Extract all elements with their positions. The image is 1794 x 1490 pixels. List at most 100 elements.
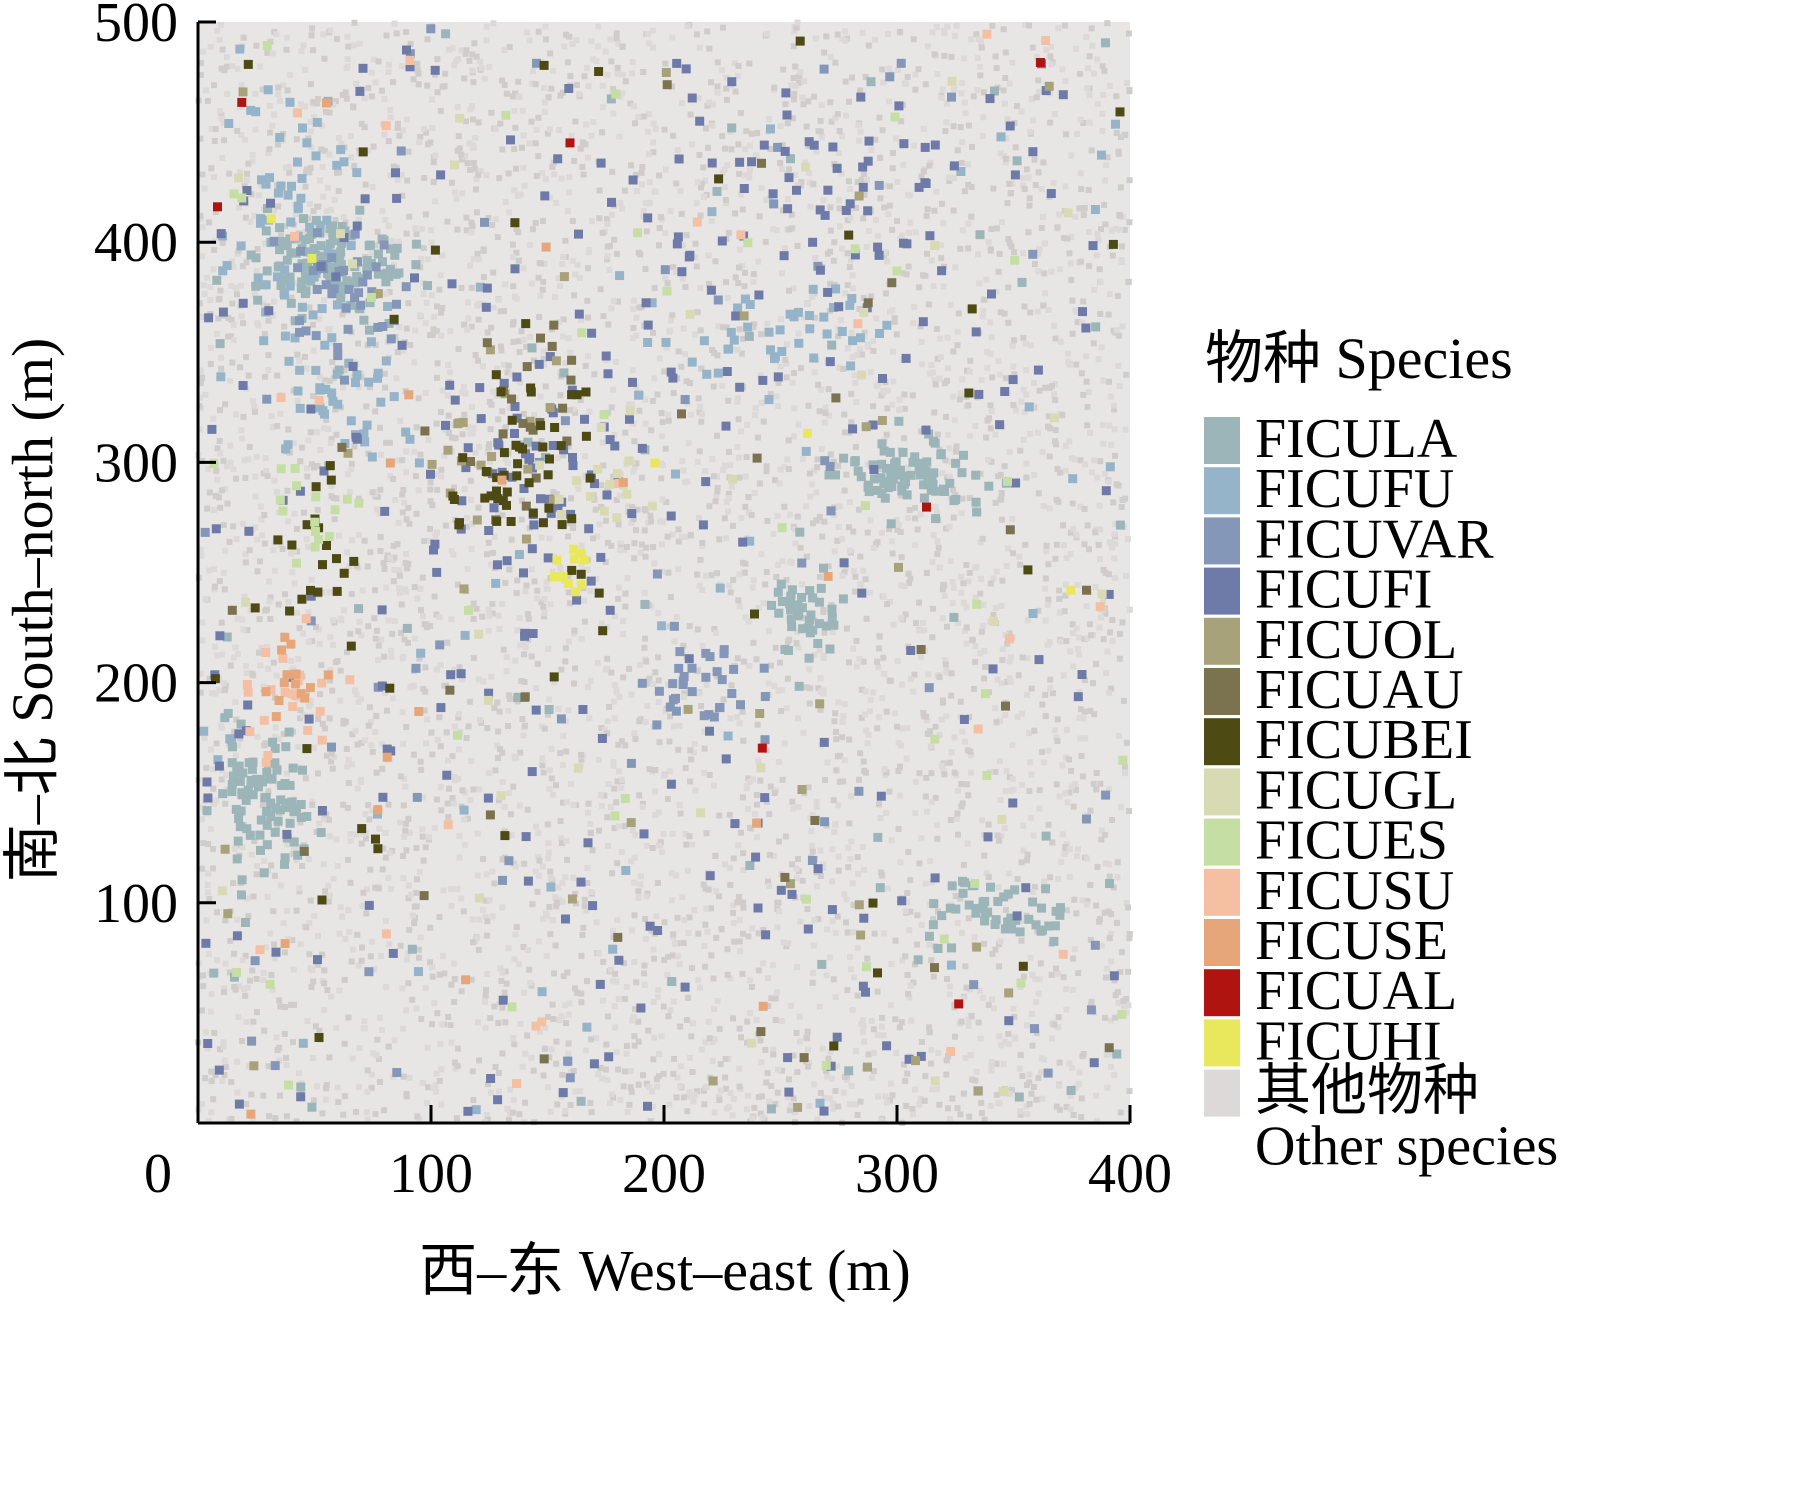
other-species-point xyxy=(248,1091,255,1098)
other-species-point xyxy=(795,856,801,862)
other-species-point xyxy=(721,145,728,152)
other-species-point xyxy=(874,1032,881,1038)
other-species-point xyxy=(337,667,344,674)
other-species-point xyxy=(980,994,986,1001)
other-species-point xyxy=(219,1077,226,1084)
other-species-point xyxy=(233,536,240,542)
other-species-point xyxy=(677,1023,684,1030)
other-species-point xyxy=(213,740,220,747)
other-species-point xyxy=(351,443,358,450)
other-species-point xyxy=(1023,460,1030,467)
other-species-point xyxy=(1014,103,1021,109)
other-species-point xyxy=(805,98,812,105)
other-species-point xyxy=(505,170,512,177)
other-species-point xyxy=(1110,499,1117,506)
other-species-point xyxy=(727,1090,734,1097)
other-species-point xyxy=(653,913,660,920)
other-species-point xyxy=(793,640,800,647)
other-species-point xyxy=(912,229,919,236)
other-species-point xyxy=(614,71,621,78)
other-species-point xyxy=(394,541,401,548)
other-species-point xyxy=(1018,398,1025,405)
other-species-point xyxy=(910,979,917,986)
other-species-point xyxy=(552,894,559,901)
other-species-point xyxy=(1052,727,1058,734)
other-species-point xyxy=(791,405,798,412)
other-species-point xyxy=(372,884,379,891)
other-species-point xyxy=(738,515,745,522)
other-species-point xyxy=(894,723,901,730)
other-species-point xyxy=(283,1062,290,1069)
other-species-point xyxy=(452,777,458,784)
other-species-point xyxy=(463,515,470,522)
other-species-point xyxy=(690,1020,696,1027)
other-species-point xyxy=(622,429,629,436)
other-species-point xyxy=(490,20,497,27)
other-species-point xyxy=(989,996,995,1003)
other-species-point xyxy=(924,250,930,257)
other-species-point xyxy=(884,601,890,608)
other-species-point xyxy=(353,1108,359,1115)
other-species-point xyxy=(854,992,861,999)
other-species-point xyxy=(1051,111,1058,117)
other-species-point xyxy=(1018,859,1025,866)
other-species-point xyxy=(354,931,361,938)
other-species-point xyxy=(695,690,702,697)
other-species-point xyxy=(583,121,589,128)
other-species-point xyxy=(760,960,767,967)
other-species-point xyxy=(1008,1086,1015,1093)
other-species-point xyxy=(977,575,984,582)
other-species-point xyxy=(627,100,634,107)
other-species-point xyxy=(332,406,339,413)
other-species-point xyxy=(1116,383,1123,390)
other-species-point xyxy=(375,1056,382,1062)
other-species-point xyxy=(584,880,591,886)
other-species-point xyxy=(522,588,529,595)
other-species-point xyxy=(420,125,427,132)
other-species-point xyxy=(622,742,629,749)
other-species-point xyxy=(305,856,312,863)
other-species-point xyxy=(448,616,455,623)
other-species-point xyxy=(327,677,333,684)
other-species-point xyxy=(869,1074,876,1081)
other-species-point xyxy=(512,90,519,97)
other-species-point xyxy=(777,122,784,129)
other-species-point xyxy=(540,355,547,362)
other-species-point xyxy=(939,200,945,207)
other-species-point xyxy=(1007,679,1014,686)
other-species-point xyxy=(686,914,693,921)
other-species-point xyxy=(462,118,469,125)
other-species-point xyxy=(830,976,837,983)
other-species-point xyxy=(508,832,515,838)
other-species-point xyxy=(205,841,212,847)
other-species-point xyxy=(817,675,824,682)
other-species-point xyxy=(757,372,764,379)
other-species-point xyxy=(337,904,344,911)
other-species-point xyxy=(1074,852,1080,859)
other-species-point xyxy=(755,1094,762,1101)
other-species-point xyxy=(635,1038,642,1045)
other-species-point xyxy=(543,953,550,960)
other-species-point xyxy=(943,525,949,532)
other-species-point xyxy=(1125,904,1131,911)
other-species-point xyxy=(1077,503,1084,510)
other-species-point xyxy=(963,781,970,788)
other-species-point xyxy=(918,428,925,435)
other-species-point xyxy=(821,518,828,525)
other-species-point xyxy=(232,644,239,651)
other-species-point xyxy=(688,532,694,539)
other-species-point xyxy=(434,56,441,63)
other-species-point xyxy=(1076,205,1083,212)
other-species-point xyxy=(983,870,990,877)
other-species-point xyxy=(803,300,810,307)
other-species-point xyxy=(777,466,784,473)
other-species-point xyxy=(694,668,701,674)
other-species-point xyxy=(296,357,303,364)
other-species-point xyxy=(199,1100,206,1107)
other-species-point xyxy=(694,309,701,316)
other-species-point xyxy=(1066,1060,1073,1067)
other-species-point xyxy=(864,529,871,536)
other-species-point xyxy=(806,179,813,186)
other-species-point xyxy=(740,930,746,937)
other-species-point xyxy=(347,879,354,886)
